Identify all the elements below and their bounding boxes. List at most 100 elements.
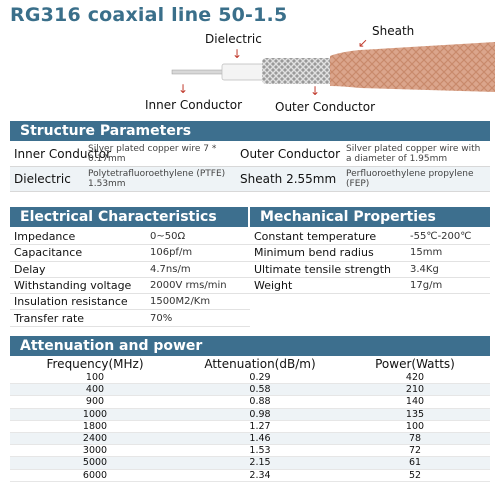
label-outer-conductor: Outer Conductor [275, 100, 376, 114]
cell: 400 [85, 384, 105, 396]
attenuation-header: Attenuation and power [10, 336, 490, 356]
struct-value: Silver plated copper wire 7 * 0.17mm [88, 144, 217, 164]
cell: 78 [408, 433, 422, 445]
cell: 2.15 [249, 457, 271, 469]
cell: 210 [405, 384, 425, 396]
table-row: Minimum bend radius 15mm [250, 245, 490, 262]
mech-key: Constant temperature [254, 230, 377, 244]
cell: 100 [405, 420, 425, 432]
elec-key: Transfer rate [14, 311, 85, 325]
cell: 1.46 [249, 433, 271, 445]
cell: 100 [85, 372, 105, 384]
struct-key: Sheath 2.55mm [240, 172, 337, 186]
cell: 61 [408, 457, 422, 469]
cell: 0.58 [249, 384, 271, 396]
electrical-header: Electrical Characteristics [10, 207, 248, 227]
struct-value: Perfluoroethylene propylene (FEP) [346, 169, 474, 189]
mech-value: 15mm [410, 247, 443, 259]
table-row: Transfer rate 70% [10, 310, 250, 327]
elec-key: Capacitance [14, 246, 83, 260]
struct-key: Outer Conductor [240, 147, 341, 161]
table-row: Ultimate tensile strength 3.4Kg [250, 262, 490, 278]
cell: 1.27 [249, 420, 271, 432]
table-row: 2400 1.46 78 [10, 432, 490, 446]
inner-conductor-shape [171, 69, 228, 75]
sheath-shape [330, 42, 495, 92]
elec-value: 106pf/m [150, 247, 193, 259]
structure-header: Structure Parameters [10, 121, 490, 141]
table-row: Delay 4.7ns/m [10, 262, 250, 278]
cell: 135 [405, 408, 425, 420]
mech-key: Ultimate tensile strength [254, 262, 392, 276]
cell: 0.88 [249, 396, 271, 408]
structure-table: Inner Conductor Silver plated copper wir… [10, 142, 490, 192]
label-inner-conductor: Inner Conductor [145, 98, 243, 112]
table-row: Capacitance 106pf/m [10, 245, 250, 262]
column-header: Power(Watts) [375, 356, 455, 371]
cell: 0.98 [249, 408, 271, 420]
cell: 0.29 [249, 372, 271, 384]
cell: 5000 [82, 457, 108, 469]
label-sheath: Sheath [372, 24, 415, 38]
elec-value: 1500M2/Km [150, 296, 211, 308]
table-row: Inner Conductor Silver plated copper wir… [10, 142, 490, 167]
table-row: 900 0.88 140 [10, 396, 490, 409]
cell: 1000 [82, 408, 108, 420]
table-header-row: Frequency(MHz) Attenuation(dB/m) Power(W… [10, 355, 490, 372]
table-row: 1000 0.98 135 [10, 408, 490, 421]
mech-value: -55℃-200℃ [410, 231, 472, 243]
cell: 3000 [82, 445, 108, 457]
arrow-outer-icon: ↓ [310, 84, 321, 98]
cell: 420 [405, 372, 425, 384]
elec-key: Withstanding voltage [14, 279, 132, 293]
elec-key: Delay [14, 262, 46, 276]
table-row: 3000 1.53 72 [10, 445, 490, 458]
elec-key: Impedance [14, 230, 76, 244]
mech-value: 3.4Kg [410, 263, 439, 275]
arrow-dielectric-icon: ↓ [232, 47, 243, 61]
elec-value: 70% [150, 312, 173, 324]
elec-value: 0~50Ω [150, 231, 186, 243]
table-row: Withstanding voltage 2000V rms/min [10, 278, 250, 295]
attenuation-table: Frequency(MHz) Attenuation(dB/m) Power(W… [10, 355, 490, 482]
cell: 1.53 [249, 445, 271, 457]
mech-key: Minimum bend radius [254, 246, 374, 260]
table-row: 5000 2.15 61 [10, 457, 490, 470]
elec-value: 2000V rms/min [150, 280, 227, 292]
table-row: 6000 2.34 52 [10, 470, 490, 482]
column-header: Attenuation(dB/m) [204, 356, 316, 371]
struct-key: Dielectric [14, 172, 71, 186]
mech-key: Weight [254, 279, 293, 293]
page-title: RG316 coaxial line 50-1.5 [10, 4, 288, 26]
cell: 2400 [82, 433, 108, 445]
column-header: Frequency(MHz) [46, 356, 144, 371]
mechanical-table: Constant temperature -55℃-200℃ Minimum be… [250, 229, 490, 295]
table-row: Impedance 0~50Ω [10, 229, 250, 246]
cell: 900 [85, 396, 105, 408]
table-row: 400 0.58 210 [10, 384, 490, 397]
table-row: Constant temperature -55℃-200℃ [250, 229, 490, 246]
table-row: Dielectric Polytetrafluoroethylene (PTFE… [10, 167, 490, 192]
elec-value: 4.7ns/m [150, 263, 191, 275]
cable-illustration [171, 42, 495, 92]
arrow-sheath-icon: ↙ [358, 36, 369, 50]
cable-diagram: Dielectric ↓ Sheath ↙ Inner Conductor ↓ … [0, 24, 500, 120]
table-row: Insulation resistance 1500M2/Km [10, 294, 250, 311]
elec-key: Insulation resistance [14, 295, 128, 309]
cell: 72 [408, 445, 422, 457]
cell: 1800 [82, 420, 108, 432]
struct-value: Polytetrafluoroethylene (PTFE) 1.53mm [88, 169, 226, 189]
outer-conductor-shape [262, 58, 340, 84]
cell: 140 [405, 396, 425, 408]
struct-value: Silver plated copper wire with a diamete… [346, 144, 481, 164]
mechanical-header: Mechanical Properties [250, 207, 490, 227]
table-row: 100 0.29 420 [10, 372, 490, 385]
electrical-table: Impedance 0~50Ω Capacitance 106pf/m Delay 4… [10, 229, 250, 327]
label-dielectric: Dielectric [205, 32, 262, 46]
cell: 2.34 [249, 469, 271, 481]
cell: 52 [408, 469, 422, 481]
table-row: Weight 17g/m [250, 278, 490, 295]
table-row: 1800 1.27 100 [10, 421, 490, 433]
arrow-inner-icon: ↓ [178, 82, 189, 96]
cell: 6000 [82, 469, 108, 481]
